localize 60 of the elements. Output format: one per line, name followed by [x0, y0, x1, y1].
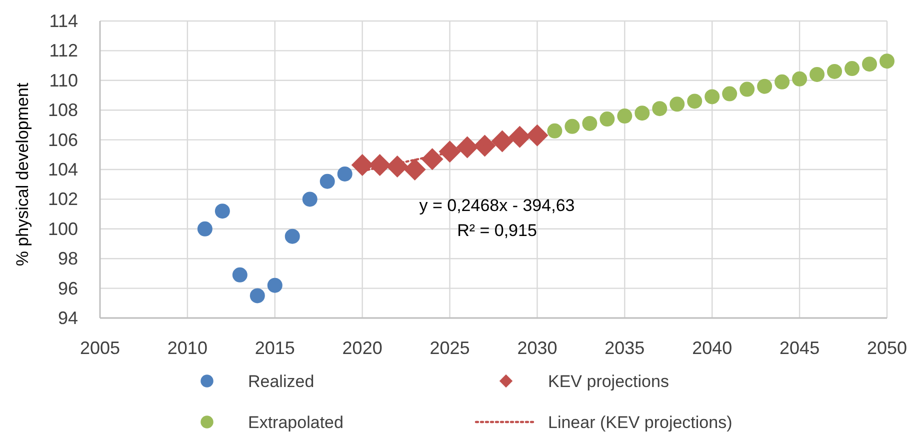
- point: [844, 61, 860, 76]
- point: [547, 123, 562, 138]
- point: [722, 86, 738, 102]
- point: [634, 106, 650, 121]
- x-tick-label: 2040: [692, 338, 732, 358]
- legend-label: Linear (KEV projections): [548, 412, 732, 432]
- x-tick-label: 2030: [517, 338, 558, 358]
- y-tick-label: 104: [48, 160, 78, 180]
- y-tick-label: 110: [49, 70, 78, 90]
- point: [600, 112, 615, 126]
- point: [687, 94, 702, 109]
- x-tick-label: 2025: [430, 338, 470, 358]
- point: [526, 124, 548, 146]
- point: [880, 54, 894, 69]
- point: [351, 154, 374, 176]
- y-tick-label: 96: [58, 278, 78, 298]
- y-tick-label: 112: [49, 40, 78, 61]
- point: [827, 64, 842, 79]
- y-tick-label: 94: [58, 308, 78, 328]
- y-tick-label: 98: [58, 248, 78, 269]
- point: [582, 116, 598, 131]
- point: [862, 56, 878, 72]
- point: [810, 66, 825, 82]
- y-tick-label: 100: [48, 218, 78, 239]
- point: [704, 89, 720, 104]
- x-tick-label: 2035: [604, 338, 645, 358]
- point: [267, 278, 282, 293]
- y-tick-label: 106: [48, 130, 78, 150]
- x-tick-label: 2050: [866, 338, 908, 358]
- annotation: R² = 0,915: [457, 220, 537, 240]
- point: [232, 267, 248, 282]
- y-tick-label: 114: [49, 11, 78, 31]
- legend-label: Realized: [248, 372, 314, 390]
- point: [774, 74, 790, 90]
- point: [284, 228, 300, 244]
- x-tick-label: 2020: [342, 338, 382, 358]
- y-tick-label: 108: [48, 100, 78, 120]
- point: [197, 221, 212, 236]
- point: [564, 118, 580, 134]
- x-tick-label: 2045: [780, 338, 820, 358]
- point: [302, 192, 318, 207]
- y-tick-label: 102: [48, 189, 78, 210]
- point: [320, 174, 335, 189]
- point: [404, 158, 426, 180]
- annotation: y = 0,2468x - 394,63: [419, 196, 575, 214]
- y-axis-title: % physical development: [12, 82, 32, 266]
- x-tick-label: 2010: [167, 338, 208, 358]
- point: [214, 204, 230, 219]
- legend-label: Extrapolated: [248, 412, 344, 432]
- x-tick-label: 2015: [254, 338, 295, 358]
- point: [670, 96, 685, 112]
- point: [652, 101, 668, 116]
- point: [740, 82, 755, 97]
- point: [617, 108, 632, 124]
- point: [792, 71, 808, 86]
- point: [757, 78, 772, 94]
- point: [250, 288, 265, 304]
- x-tick-label: 2005: [80, 338, 120, 358]
- point: [337, 166, 352, 182]
- legend-label: KEV projections: [548, 372, 669, 390]
